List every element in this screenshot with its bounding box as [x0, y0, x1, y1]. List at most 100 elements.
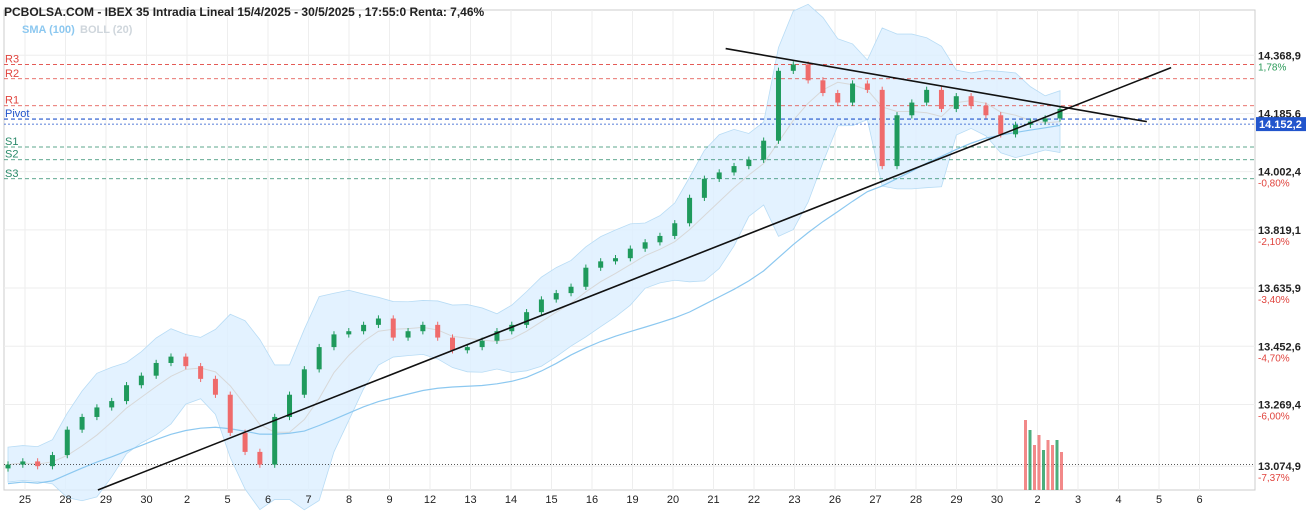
- candle-body: [272, 416, 278, 465]
- x-tick-label: 12: [424, 494, 436, 506]
- bollinger-area: [7, 3, 1061, 511]
- candle-body: [524, 312, 530, 325]
- candle-body: [301, 369, 307, 395]
- level-label-r2: R2: [5, 68, 19, 80]
- candle-body: [1057, 108, 1063, 119]
- candle-body: [227, 394, 233, 433]
- candle-body: [998, 115, 1004, 135]
- candle-body: [153, 362, 159, 376]
- candle-body: [612, 258, 618, 262]
- legend-sma: SMA (100): [22, 24, 75, 36]
- level-label-r3: R3: [5, 53, 19, 65]
- candle-body: [361, 324, 367, 332]
- candle-body: [49, 455, 55, 467]
- candle-body: [5, 464, 11, 469]
- axes: 25 28 29 30 2 5 6 7 8 9 12 13 14 15 16 19 20 21 22 23 26 27 28…: [19, 50, 1306, 506]
- candle-body: [687, 197, 693, 224]
- candle-body: [124, 385, 130, 402]
- candle-body: [212, 378, 218, 395]
- candle-body: [20, 461, 26, 465]
- candle-body: [553, 293, 559, 300]
- trendline: [97, 66, 1172, 491]
- candle-body: [331, 334, 337, 348]
- x-tick-label: 26: [829, 494, 841, 506]
- candle-body: [242, 432, 248, 452]
- legend-boll: BOLL (20): [80, 24, 133, 36]
- candle-body: [598, 261, 604, 268]
- candle-body: [405, 331, 411, 338]
- x-tick-label: 9: [386, 494, 392, 506]
- candle-body: [494, 331, 500, 341]
- candle-body: [79, 416, 85, 430]
- candle-body: [35, 461, 41, 467]
- level-label-s1: S1: [5, 136, 18, 148]
- x-tick-label: 29: [100, 494, 112, 506]
- candle-body: [346, 331, 352, 335]
- candle-body: [820, 80, 826, 94]
- x-tick-label: 6: [1196, 494, 1202, 506]
- candle-body: [879, 89, 885, 167]
- candle-body: [790, 64, 796, 71]
- sma-line: [7, 124, 1061, 485]
- candle-body: [450, 337, 456, 351]
- candle-body: [94, 407, 100, 417]
- candle-body: [316, 347, 322, 370]
- candle-body: [420, 324, 426, 332]
- volume-bar: [1055, 440, 1059, 490]
- candle-body: [864, 83, 870, 90]
- x-tick-label: 3: [1075, 494, 1081, 506]
- pct-tick-label: -4,70%: [1258, 353, 1290, 364]
- candle-body: [850, 83, 856, 103]
- candle-body: [657, 235, 663, 243]
- candle-body: [938, 89, 944, 109]
- pct-tick-label: -2,10%: [1258, 237, 1290, 248]
- candle-body: [464, 347, 470, 351]
- x-tick-label: 2: [1034, 494, 1040, 506]
- x-tick-label: 6: [265, 494, 271, 506]
- current-price-badge: [1256, 117, 1306, 132]
- candle-body: [909, 102, 915, 116]
- candle-body: [775, 70, 781, 141]
- x-tick-label: 8: [346, 494, 352, 506]
- x-tick-label: 2: [184, 494, 190, 506]
- candle-body: [642, 242, 648, 249]
- candle-body: [183, 356, 189, 367]
- candle-body: [731, 166, 737, 173]
- x-tick-label: 28: [910, 494, 922, 506]
- pct-tick-label: -3,40%: [1258, 295, 1290, 306]
- candle-body: [509, 324, 515, 332]
- volume-bar: [1024, 420, 1027, 490]
- candle-body: [287, 394, 293, 417]
- candle-body: [627, 248, 633, 259]
- y-tick-label: 13.269,4: [1258, 399, 1302, 411]
- trendlines: [97, 47, 1172, 491]
- volume-bar: [1051, 445, 1054, 490]
- candle-body: [168, 356, 174, 363]
- x-tick-label: 7: [305, 494, 311, 506]
- level-label-r1: R1: [5, 95, 19, 107]
- x-tick-label: 29: [950, 494, 962, 506]
- chart-title: PCBOLSA.COM - IBEX 35 Intradia Lineal 15…: [4, 5, 485, 19]
- candle-body: [701, 178, 707, 198]
- x-tick-label: 30: [140, 494, 152, 506]
- candle-body: [761, 140, 767, 160]
- y-tick-label: 13.452,6: [1258, 341, 1301, 353]
- level-label-pivot: Pivot: [5, 108, 29, 120]
- x-tick-label: 23: [788, 494, 800, 506]
- candle-body: [746, 159, 752, 167]
- candle-body: [672, 223, 678, 236]
- volume-bar: [1028, 430, 1032, 490]
- x-tick-label: 30: [991, 494, 1003, 506]
- candle-body: [138, 375, 144, 386]
- trendline: [725, 47, 1147, 123]
- candle-body: [375, 318, 381, 325]
- y-tick-label: 13.074,9: [1258, 461, 1301, 473]
- candle-body: [583, 267, 589, 287]
- candle-body: [390, 318, 396, 338]
- level-label-s3: S3: [5, 168, 18, 180]
- x-tick-label: 15: [545, 494, 557, 506]
- y-tick-label: 13.819,1: [1258, 225, 1301, 237]
- pct-tick-label: -7,37%: [1258, 473, 1290, 484]
- candle-body: [924, 89, 930, 103]
